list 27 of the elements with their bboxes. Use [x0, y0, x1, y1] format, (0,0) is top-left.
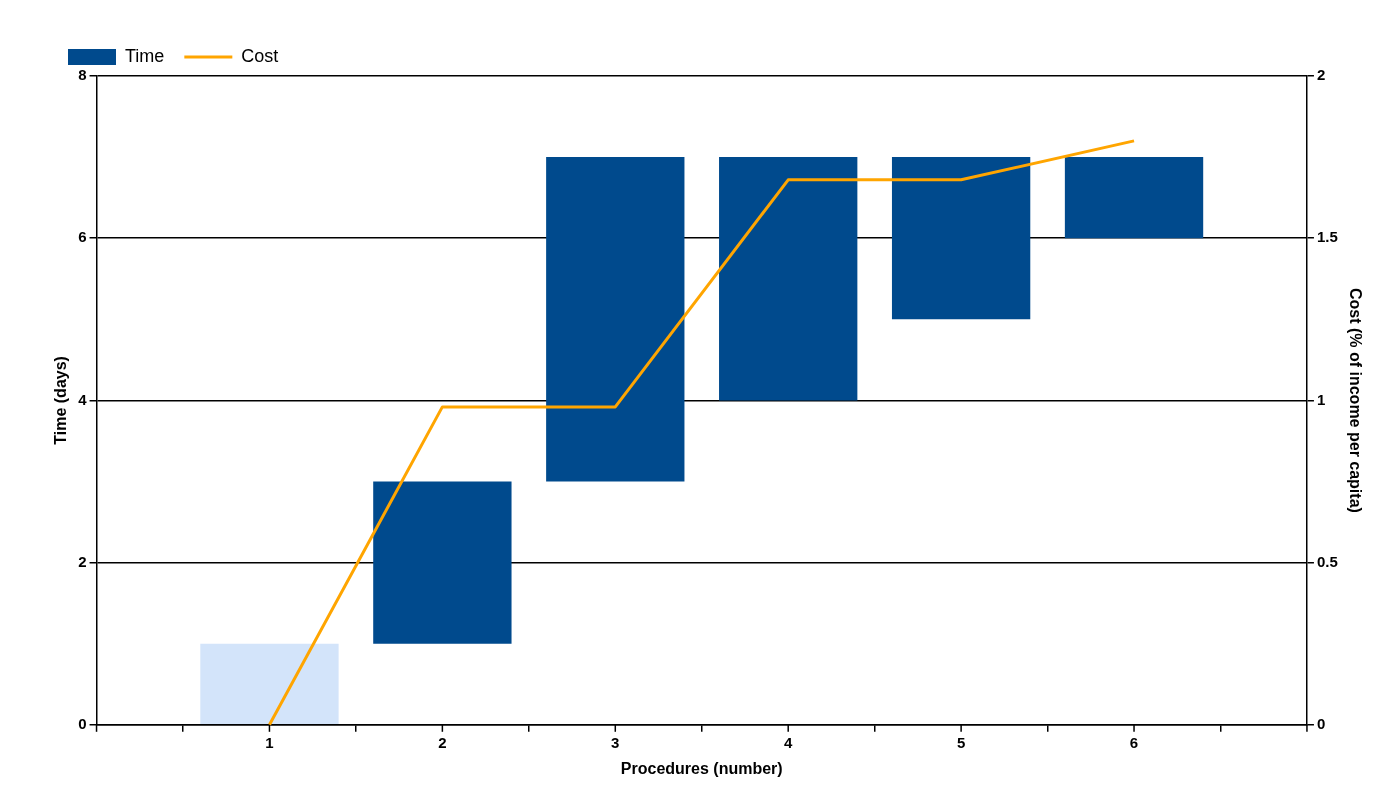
y-tick-label: 8 — [78, 66, 87, 84]
y-tick-label: 6 — [78, 228, 87, 246]
y-tick-label: 2 — [78, 552, 87, 570]
bar — [373, 481, 512, 644]
x-axis-title: Procedures (number) — [620, 759, 783, 777]
legend-label: Cost — [241, 45, 279, 66]
bar — [546, 157, 685, 482]
y-tick-label: 4 — [78, 390, 88, 408]
x-tick-label: 3 — [611, 733, 620, 751]
bar — [719, 157, 858, 401]
y2-axis-title: Cost (% of income per capita) — [1346, 287, 1364, 513]
y2-tick-label: 1 — [1316, 390, 1326, 408]
y2-tick-label: 0.5 — [1316, 552, 1338, 570]
x-tick-label: 2 — [438, 733, 447, 751]
bar — [200, 643, 339, 725]
bar — [891, 157, 1031, 320]
y-axis-title: Time (days) — [52, 356, 70, 445]
x-tick-label: 5 — [956, 733, 966, 751]
x-tick-label: 1 — [265, 733, 274, 751]
bar — [1064, 157, 1204, 239]
y2-tick-label: 1.5 — [1316, 228, 1338, 246]
y2-tick-label: 0 — [1316, 714, 1326, 732]
legend-label: Time — [125, 45, 165, 66]
y-tick-label: 0 — [78, 714, 87, 732]
x-tick-label: 4 — [784, 733, 794, 751]
x-tick-label: 6 — [1129, 733, 1139, 751]
y2-tick-label: 2 — [1316, 66, 1326, 84]
